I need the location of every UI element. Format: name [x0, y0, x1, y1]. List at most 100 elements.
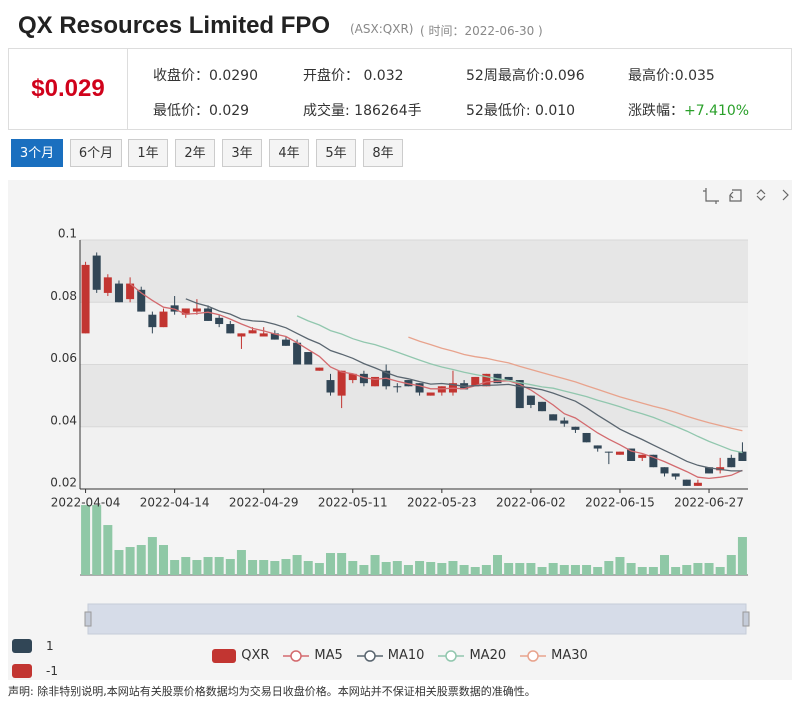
period-button[interactable]: 2年 — [175, 139, 215, 167]
period-button[interactable]: 5年 — [316, 139, 356, 167]
x-tick-label: 2022-05-11 — [318, 496, 388, 510]
volume-bar — [181, 557, 191, 575]
stat: 最高价:0.035 — [628, 65, 715, 85]
volume-bar — [314, 563, 324, 575]
legend-icon — [283, 649, 310, 662]
volume-bar — [693, 563, 703, 575]
zoom-handle[interactable] — [84, 611, 92, 627]
period-button[interactable]: 8年 — [363, 139, 403, 167]
legend-dot — [364, 649, 376, 662]
volume-bar — [348, 561, 358, 575]
volume-bar — [493, 555, 502, 575]
zoom-window[interactable] — [87, 603, 747, 635]
volume-bar — [715, 567, 725, 575]
candle-body — [337, 370, 346, 396]
candle-body — [471, 376, 480, 387]
candle-body — [738, 451, 747, 461]
volume-bar — [593, 567, 603, 575]
legend-icon — [520, 649, 547, 662]
volume-bar — [526, 563, 536, 575]
legend-item[interactable]: QXR — [212, 648, 269, 663]
candle-body — [693, 482, 702, 486]
toolbox — [703, 188, 789, 204]
candle-body — [638, 454, 647, 458]
volume-bar — [248, 560, 258, 575]
candle-body — [315, 367, 324, 371]
quote-box: $0.029 收盘价：0.0290 开盘价： 0.032 52周最高价:0.096 最… — [8, 48, 792, 130]
ma-line — [296, 315, 743, 454]
legend-dot — [290, 649, 303, 662]
volume-bar — [392, 561, 402, 575]
volume-bar — [147, 537, 157, 575]
volume-bar — [103, 525, 113, 575]
volume-bar — [225, 559, 235, 575]
candle-body — [571, 426, 580, 430]
legend: QXR MA5 MA10 MA20 MA30 — [0, 648, 800, 663]
volume-bar — [203, 557, 213, 575]
x-tick-label: 2022-04-14 — [140, 496, 210, 510]
x-tick-label: 2022-04-29 — [229, 496, 299, 510]
candle-body — [549, 414, 558, 421]
tool-save[interactable] — [782, 189, 789, 201]
tool-zoom[interactable] — [703, 188, 719, 204]
candle-body — [192, 308, 201, 312]
legend-item[interactable]: MA5 — [283, 648, 343, 663]
stat: 最低价：0.029 — [153, 100, 249, 120]
volume-bar — [214, 557, 224, 575]
stat-label: 52最低价: — [466, 103, 535, 119]
legend-item[interactable]: MA30 — [520, 648, 588, 663]
period-button[interactable]: 3个月 — [11, 139, 63, 167]
volume-bar — [426, 562, 436, 575]
legend-item[interactable]: MA10 — [356, 648, 425, 663]
stat: 成交量: 186264手 — [303, 100, 422, 120]
stat: 涨跌幅：+7.410% — [628, 100, 749, 120]
stat-label: 最高价: — [628, 68, 675, 84]
legend-label: MA10 — [387, 648, 425, 663]
y-tick-label: 0.04 — [50, 413, 77, 427]
x-tick-label: 2022-06-15 — [585, 496, 655, 510]
stat: 52最低价: 0.010 — [466, 100, 575, 120]
legend-label: MA5 — [314, 648, 343, 663]
legend-label: 1 — [46, 638, 54, 653]
legend-label: -1 — [46, 663, 58, 678]
zoom-handle[interactable] — [742, 611, 750, 627]
volume-bar — [582, 565, 592, 575]
candle-body — [81, 264, 90, 334]
tool-restore[interactable] — [756, 189, 766, 201]
volume-bar — [125, 547, 135, 575]
volume-bar — [136, 545, 146, 575]
legend-item[interactable]: MA20 — [438, 648, 506, 663]
volume-bar — [370, 555, 380, 575]
x-tick-label: 2022-05-23 — [407, 496, 477, 510]
candle-body — [348, 373, 357, 381]
period-button[interactable]: 4年 — [269, 139, 309, 167]
split-area — [80, 302, 748, 365]
stat-value: 0.010 — [534, 103, 576, 119]
period-button[interactable]: 1年 — [128, 139, 168, 167]
side-legend-item[interactable]: 1 — [12, 633, 58, 658]
volume-bar — [403, 565, 413, 575]
legend-dot — [527, 649, 539, 662]
period-button[interactable]: 3年 — [222, 139, 262, 167]
volume-bar — [292, 555, 302, 575]
period-button[interactable]: 6个月 — [70, 139, 122, 167]
volume-bar — [726, 555, 736, 575]
volume-bar — [270, 561, 280, 575]
volume-bar — [637, 567, 647, 575]
side-legend-item[interactable]: -1 — [12, 658, 58, 683]
chart-root: 0.02 0.04 0.06 0.08 0.1 2022-04-04 2022-04-14 2… — [50, 188, 789, 635]
candle-body — [137, 289, 146, 312]
legend-label: MA20 — [469, 648, 507, 663]
split-area — [80, 426, 748, 489]
candle-body — [326, 380, 335, 393]
stat: 52周最高价:0.096 — [466, 65, 585, 85]
candle-body — [582, 432, 591, 443]
candle-body — [727, 457, 736, 468]
candle-body — [560, 420, 569, 424]
tool-back[interactable] — [729, 189, 742, 202]
volume-bar — [448, 561, 458, 575]
side-legend: 1 -1 — [12, 633, 58, 683]
legend-dot — [445, 649, 458, 662]
candle-body — [126, 283, 135, 300]
